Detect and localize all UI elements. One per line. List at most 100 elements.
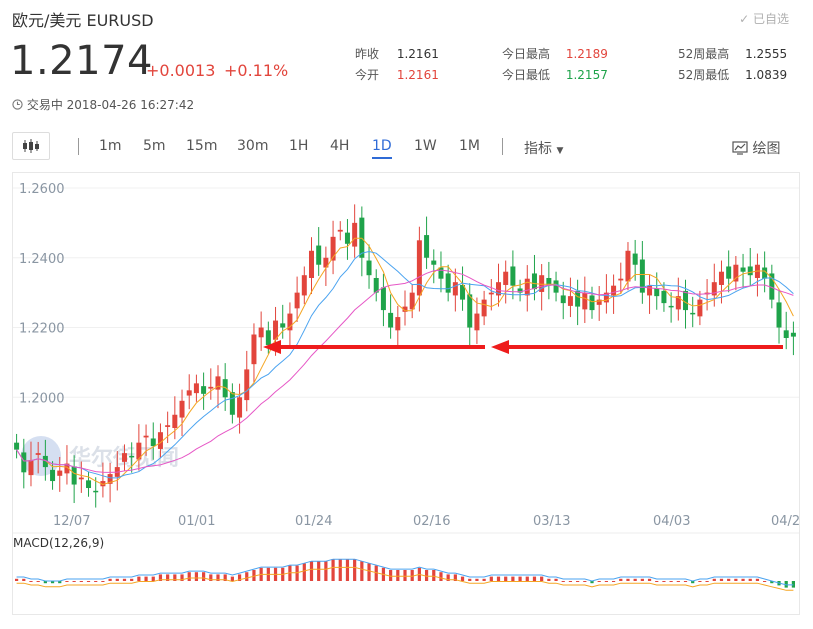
macd-bar — [374, 565, 378, 581]
candle-body — [344, 232, 350, 244]
period-4h[interactable]: 4H — [330, 138, 350, 154]
candle-body — [28, 460, 34, 476]
macd-dea-line — [16, 566, 794, 591]
y-tick-label: 1.2200 — [19, 322, 65, 337]
candle-body — [179, 400, 185, 418]
macd-bar — [446, 574, 450, 581]
macd-bar — [583, 581, 587, 582]
macd-bar — [727, 578, 731, 581]
x-tick-label: 04/03 — [653, 514, 690, 529]
macd-bar — [144, 576, 148, 581]
candle-body — [611, 285, 617, 296]
candle-body — [481, 299, 487, 317]
candle-body — [690, 312, 696, 315]
macd-bar — [525, 576, 529, 581]
chart-container[interactable]: 1.26001.24001.22001.2000华尔街见闻12/0701/010… — [12, 172, 808, 615]
macd-bar — [389, 570, 393, 581]
draw-button[interactable]: 绘图 — [732, 138, 780, 158]
candle-body — [50, 469, 56, 482]
period-1h[interactable]: 1H — [289, 138, 309, 154]
price-change-percent: +0.11% — [224, 61, 289, 80]
period-5m[interactable]: 5m — [143, 138, 166, 154]
candle-body — [186, 390, 192, 396]
indicator-dropdown[interactable]: 指标 ▼ — [524, 138, 563, 158]
candle-body — [740, 267, 746, 272]
macd-bar — [158, 574, 163, 581]
candle-body — [265, 330, 271, 345]
candle-body — [157, 432, 163, 449]
candle-body — [100, 481, 106, 487]
macd-bar — [338, 559, 342, 581]
macd-bar — [360, 561, 364, 581]
price-change: +0.0013 — [146, 61, 216, 80]
macd-bar — [568, 581, 573, 582]
period-1m[interactable]: 1m — [99, 138, 122, 154]
candle-body — [683, 290, 689, 311]
macd-bar — [532, 576, 537, 581]
candlestick-icon[interactable] — [12, 132, 50, 160]
period-30m[interactable]: 30m — [237, 138, 269, 154]
x-tick-label: 03/13 — [533, 514, 570, 529]
candle-body — [517, 288, 523, 293]
stat-day-high: 今日最高 1.2189 — [502, 45, 608, 62]
candle-body — [121, 453, 127, 462]
draw-label: 绘图 — [752, 141, 781, 157]
y-tick-label: 1.2000 — [19, 391, 65, 406]
macd-bar — [79, 581, 83, 582]
candle-body — [64, 463, 70, 474]
candle-body — [366, 260, 372, 276]
macd-bar — [302, 563, 306, 581]
candle-body — [596, 299, 602, 305]
macd-bar — [237, 574, 242, 581]
macd-bar — [655, 581, 659, 582]
candle-body — [654, 288, 660, 297]
candle-body — [308, 250, 314, 278]
candle-body — [35, 453, 41, 455]
trading-status: 交易中 2018-04-26 16:27:42 — [12, 96, 194, 113]
macd-bar — [36, 581, 40, 582]
x-tick-label: 04/26 — [771, 514, 799, 529]
macd-bar — [554, 578, 558, 581]
macd-bar — [403, 570, 407, 581]
macd-bar — [324, 561, 328, 581]
candle-body — [258, 327, 264, 338]
macd-bar — [151, 576, 155, 581]
period-1mo[interactable]: 1M — [459, 138, 480, 154]
macd-bar — [647, 578, 652, 581]
candle-body — [776, 302, 782, 328]
caret-down-icon: ▼ — [556, 146, 564, 156]
candle-body — [531, 273, 537, 290]
macd-bar — [166, 574, 170, 581]
candle-body — [86, 480, 92, 489]
candle-body — [78, 477, 84, 480]
candle-body — [395, 317, 401, 331]
macd-bar — [676, 581, 680, 582]
macd-dif-line — [16, 558, 794, 586]
macd-bar — [353, 559, 357, 581]
macd-bar — [475, 578, 479, 581]
stat-label: 今日最低 — [502, 68, 551, 82]
annotation-arrow-head — [491, 339, 509, 354]
candle-body — [582, 292, 588, 310]
candle-body — [539, 275, 545, 292]
candle-body — [431, 260, 437, 265]
macd-bar — [590, 581, 594, 584]
y-tick-label: 1.2400 — [19, 252, 65, 267]
period-1d[interactable]: 1D — [372, 138, 392, 159]
macd-bar — [683, 581, 688, 582]
macd-bar — [173, 574, 177, 581]
stat-value: 1.2161 — [396, 47, 439, 61]
candle-body — [251, 334, 257, 365]
macd-bar — [43, 581, 47, 584]
stat-label: 52周最高 — [678, 47, 730, 61]
macd-bar — [309, 561, 314, 581]
candle-body — [237, 397, 243, 418]
self-selected-button[interactable]: ✓ 已自选 — [739, 12, 789, 26]
candle-body — [107, 474, 113, 484]
period-15m[interactable]: 15m — [186, 138, 218, 154]
period-1w[interactable]: 1W — [414, 138, 437, 154]
macd-bar — [640, 578, 644, 581]
candle-body — [668, 305, 674, 308]
candle-body — [546, 277, 552, 286]
candle-body — [93, 490, 99, 493]
